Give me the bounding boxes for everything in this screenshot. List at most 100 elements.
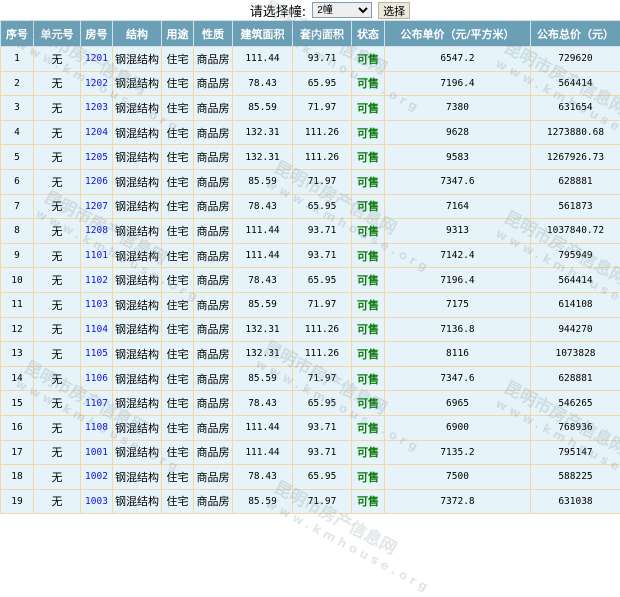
column-header-unit-price: 公布单价（元/平方米） [385, 21, 531, 47]
cell-seq: 19 [1, 489, 34, 514]
cell-unit-price: 7164 [385, 194, 531, 219]
cell-usage: 住宅 [162, 47, 194, 72]
cell-room[interactable]: 1103 [81, 292, 113, 317]
cell-total-price: 795949 [531, 243, 620, 268]
cell-total-price: 546265 [531, 391, 620, 416]
cell-unit: 无 [34, 268, 81, 293]
cell-usage: 住宅 [162, 391, 194, 416]
cell-status: 可售 [352, 96, 385, 121]
cell-seq: 17 [1, 440, 34, 465]
cell-total-price: 1267926.73 [531, 145, 620, 170]
building-selector: 请选择幢: 2幢 选择 [0, 0, 620, 20]
cell-building-area: 111.44 [233, 440, 293, 465]
cell-room[interactable]: 1105 [81, 342, 113, 367]
cell-room[interactable]: 1208 [81, 219, 113, 244]
cell-total-price: 628881 [531, 366, 620, 391]
cell-usage: 住宅 [162, 268, 194, 293]
cell-room[interactable]: 1002 [81, 465, 113, 490]
cell-nature: 商品房 [194, 243, 233, 268]
cell-inner-area: 93.71 [293, 415, 352, 440]
cell-nature: 商品房 [194, 219, 233, 244]
cell-unit-price: 6547.2 [385, 47, 531, 72]
cell-structure: 钢混结构 [113, 292, 162, 317]
cell-structure: 钢混结构 [113, 440, 162, 465]
cell-seq: 15 [1, 391, 34, 416]
cell-status: 可售 [352, 292, 385, 317]
cell-usage: 住宅 [162, 71, 194, 96]
cell-total-price: 729620 [531, 47, 620, 72]
cell-unit-price: 7500 [385, 465, 531, 490]
cell-room[interactable]: 1101 [81, 243, 113, 268]
cell-seq: 7 [1, 194, 34, 219]
cell-building-area: 111.44 [233, 243, 293, 268]
cell-structure: 钢混结构 [113, 489, 162, 514]
cell-seq: 6 [1, 169, 34, 194]
cell-inner-area: 71.97 [293, 292, 352, 317]
cell-total-price: 631038 [531, 489, 620, 514]
cell-room[interactable]: 1106 [81, 366, 113, 391]
cell-status: 可售 [352, 47, 385, 72]
cell-inner-area: 65.95 [293, 465, 352, 490]
cell-building-area: 78.43 [233, 465, 293, 490]
cell-unit: 无 [34, 366, 81, 391]
cell-seq: 8 [1, 219, 34, 244]
cell-unit: 无 [34, 489, 81, 514]
cell-nature: 商品房 [194, 120, 233, 145]
cell-nature: 商品房 [194, 194, 233, 219]
cell-room[interactable]: 1203 [81, 96, 113, 121]
cell-room[interactable]: 1202 [81, 71, 113, 96]
cell-room[interactable]: 1001 [81, 440, 113, 465]
cell-status: 可售 [352, 120, 385, 145]
cell-total-price: 795147 [531, 440, 620, 465]
cell-unit: 无 [34, 194, 81, 219]
cell-total-price: 588225 [531, 465, 620, 490]
selector-label: 请选择幢: [250, 1, 306, 20]
cell-inner-area: 65.95 [293, 268, 352, 293]
column-header-status: 状态 [352, 21, 385, 47]
cell-unit: 无 [34, 219, 81, 244]
cell-unit-price: 9583 [385, 145, 531, 170]
cell-room[interactable]: 1102 [81, 268, 113, 293]
cell-room[interactable]: 1205 [81, 145, 113, 170]
cell-unit: 无 [34, 47, 81, 72]
cell-room[interactable]: 1204 [81, 120, 113, 145]
cell-inner-area: 71.97 [293, 489, 352, 514]
select-button[interactable]: 选择 [378, 2, 410, 19]
cell-nature: 商品房 [194, 145, 233, 170]
cell-seq: 3 [1, 96, 34, 121]
cell-inner-area: 65.95 [293, 391, 352, 416]
cell-room[interactable]: 1206 [81, 169, 113, 194]
cell-unit: 无 [34, 96, 81, 121]
cell-usage: 住宅 [162, 342, 194, 367]
cell-structure: 钢混结构 [113, 47, 162, 72]
cell-building-area: 85.59 [233, 366, 293, 391]
cell-usage: 住宅 [162, 169, 194, 194]
cell-unit-price: 6900 [385, 415, 531, 440]
cell-room[interactable]: 1107 [81, 391, 113, 416]
cell-structure: 钢混结构 [113, 194, 162, 219]
table-header: 序号单元号房号结构用途性质建筑面积套内面积状态公布单价（元/平方米）公布总价（元… [1, 21, 620, 47]
cell-inner-area: 93.71 [293, 219, 352, 244]
cell-room[interactable]: 1108 [81, 415, 113, 440]
cell-room[interactable]: 1104 [81, 317, 113, 342]
column-header-nature: 性质 [194, 21, 233, 47]
cell-room[interactable]: 1003 [81, 489, 113, 514]
column-header-total-price: 公布总价（元） [531, 21, 620, 47]
cell-seq: 2 [1, 71, 34, 96]
cell-status: 可售 [352, 489, 385, 514]
cell-total-price: 564414 [531, 268, 620, 293]
cell-unit-price: 7347.6 [385, 366, 531, 391]
cell-status: 可售 [352, 219, 385, 244]
cell-room[interactable]: 1201 [81, 47, 113, 72]
cell-inner-area: 111.26 [293, 120, 352, 145]
building-select[interactable]: 2幢 [312, 2, 372, 18]
cell-unit: 无 [34, 440, 81, 465]
cell-nature: 商品房 [194, 440, 233, 465]
cell-total-price: 1037840.72 [531, 219, 620, 244]
cell-unit-price: 7372.8 [385, 489, 531, 514]
cell-room[interactable]: 1207 [81, 194, 113, 219]
